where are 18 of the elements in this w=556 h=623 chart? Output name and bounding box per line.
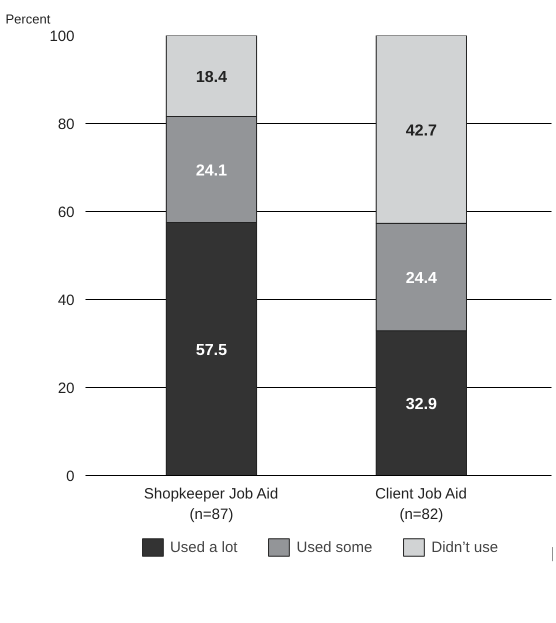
x-tick-label: Client Job Aid (n=82) [375, 486, 467, 523]
data-label: 24.1 [196, 162, 228, 180]
y-tick-label: 0 [66, 468, 74, 485]
data-label: 32.9 [406, 396, 438, 414]
legend-label: Used some [296, 538, 372, 556]
y-tick-label: 20 [58, 380, 75, 397]
y-tick-label: 80 [58, 116, 75, 133]
data-label: 24.4 [406, 270, 438, 288]
x-tick-label: Shopkeeper Job Aid (n=87) [144, 486, 278, 523]
y-tick-label: 40 [58, 292, 75, 309]
y-tick-label: 60 [58, 204, 75, 221]
data-label: 42.7 [406, 122, 438, 140]
data-label: 18.4 [196, 68, 228, 86]
y-tick-label: 100 [49, 28, 75, 45]
legend-label: Didn’t use [431, 538, 498, 556]
y-axis-title: Percent [6, 12, 51, 26]
data-label: 57.5 [196, 342, 228, 359]
legend-label: Used a lot [170, 538, 238, 556]
